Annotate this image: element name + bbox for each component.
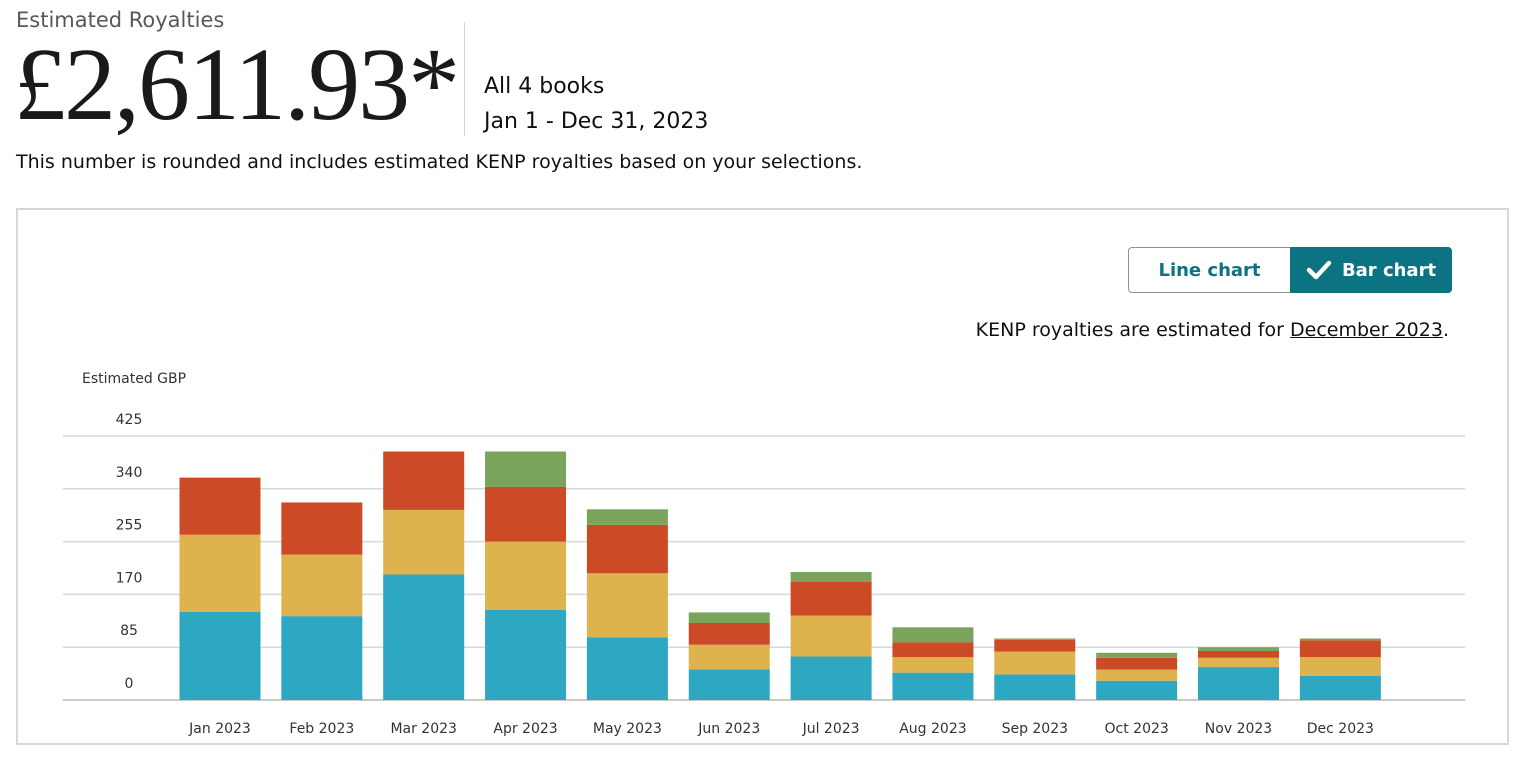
y-axis-title: Estimated GBP <box>82 371 186 387</box>
y-tick-label: 425 <box>116 412 143 428</box>
bar-segment <box>383 574 465 700</box>
rounding-note: This number is rounded and includes esti… <box>16 151 863 173</box>
x-tick-label: Apr 2023 <box>493 721 557 737</box>
kenp-note-prefix: KENP royalties are estimated for <box>975 319 1291 341</box>
bar-segment <box>1096 669 1178 681</box>
bar-segment <box>586 509 668 525</box>
bar-segment <box>994 674 1076 700</box>
bar-segment <box>994 638 1076 640</box>
bar-segment <box>688 669 770 700</box>
bar-chart-button[interactable]: Bar chart <box>1290 247 1452 293</box>
bar-segment <box>1198 657 1279 668</box>
x-tick-label: Oct 2023 <box>1105 721 1169 737</box>
bar-segment <box>790 581 872 616</box>
kenp-estimate-note: KENP royalties are estimated for Decembe… <box>976 319 1449 341</box>
line-chart-label: Line chart <box>1158 259 1261 281</box>
header-divider <box>464 22 465 136</box>
x-tick-label: May 2023 <box>593 721 662 737</box>
bar-segment <box>1096 652 1178 658</box>
bar-segment <box>281 554 363 617</box>
bar-segment <box>892 672 974 700</box>
chart-type-toggle: Line chart Bar chart <box>1128 247 1452 293</box>
bar-segment <box>1299 640 1381 658</box>
bar-segment <box>383 509 465 575</box>
y-tick-label: 340 <box>116 465 143 481</box>
bar-segment <box>586 573 668 638</box>
x-tick-label: Jan 2023 <box>188 721 251 737</box>
books-scope: All 4 books <box>484 74 605 99</box>
bar-chart-label: Bar chart <box>1341 259 1437 281</box>
bar-segment <box>485 541 567 610</box>
x-tick-label: Jul 2023 <box>802 721 860 737</box>
bar-segment <box>892 657 974 673</box>
x-tick-label: Nov 2023 <box>1205 721 1272 737</box>
bar-segment <box>1299 638 1381 641</box>
line-chart-button[interactable]: Line chart <box>1128 247 1290 293</box>
y-tick-label: 255 <box>116 518 143 534</box>
bar-segment <box>994 639 1076 652</box>
bar-segment <box>790 615 872 657</box>
chart-panel: Line chart Bar chart KENP royalties are … <box>16 208 1509 745</box>
bar-segment <box>179 477 261 535</box>
bar-segment <box>586 637 668 700</box>
bar-segment <box>790 656 872 700</box>
bar-segment <box>1299 675 1381 700</box>
bar-segment <box>1096 680 1178 700</box>
bar-segment <box>688 644 770 670</box>
bar-segment <box>1299 657 1381 676</box>
x-tick-label: Jun 2023 <box>697 721 760 737</box>
x-tick-label: Feb 2023 <box>289 721 354 737</box>
bar-segment <box>1096 657 1178 670</box>
kenp-note-suffix: . <box>1442 319 1449 341</box>
x-tick-label: Dec 2023 <box>1307 721 1374 737</box>
y-tick-label: 0 <box>125 676 134 692</box>
bar-segment <box>892 627 974 643</box>
y-tick-label: 170 <box>116 570 143 586</box>
bar-segment <box>1198 650 1279 658</box>
bar-segment <box>485 486 567 542</box>
date-range: Jan 1 - Dec 31, 2023 <box>484 109 709 134</box>
estimated-royalties-label: Estimated Royalties <box>16 8 225 32</box>
bar-segment <box>688 622 770 645</box>
bar-segment <box>485 609 567 700</box>
bar-segment <box>179 534 261 612</box>
bar-segment <box>994 651 1076 675</box>
y-tick-label: 85 <box>120 623 138 639</box>
royalties-bar-chart: Estimated GBP 0 85 170 255 340 425 Jan 2023 Feb … <box>63 371 1465 737</box>
bar-segment <box>281 502 363 555</box>
x-tick-label: Mar 2023 <box>390 721 457 737</box>
bar-segment <box>281 616 363 700</box>
bar-segment <box>485 451 567 487</box>
kenp-month-link[interactable]: December 2023 <box>1290 319 1443 341</box>
checkmark-icon <box>1306 260 1332 280</box>
bar-segment <box>688 612 770 623</box>
bar-segment <box>179 611 261 700</box>
bar-segment <box>586 524 668 574</box>
bar-segment <box>790 572 872 582</box>
bar-segment <box>383 451 465 510</box>
x-tick-label: Aug 2023 <box>899 721 966 737</box>
bar-segment <box>892 642 974 658</box>
royalties-amount: £2,611.93* <box>14 27 460 142</box>
bar-segment <box>1198 667 1279 700</box>
bar-segment <box>1198 647 1279 651</box>
x-tick-label: Sep 2023 <box>1002 721 1068 737</box>
